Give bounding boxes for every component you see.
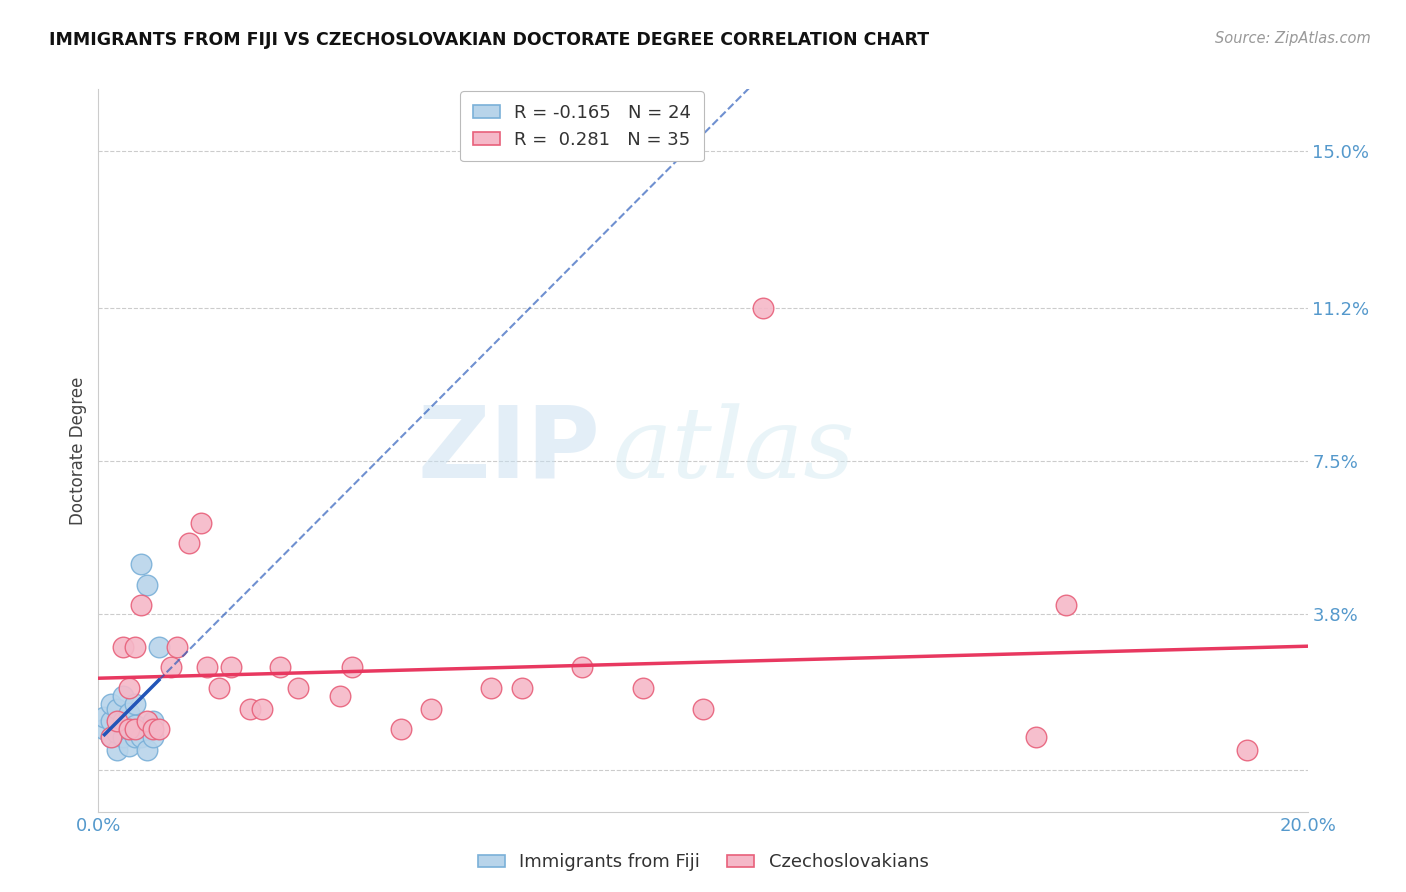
Point xyxy=(481,681,503,695)
Point xyxy=(111,689,134,703)
Point xyxy=(510,681,533,695)
Point xyxy=(124,718,146,732)
Point xyxy=(118,739,141,753)
Point xyxy=(250,701,273,715)
Point xyxy=(148,722,170,736)
Text: atlas: atlas xyxy=(613,403,855,498)
Point xyxy=(124,722,146,736)
Point xyxy=(752,301,775,315)
Point xyxy=(93,722,115,736)
Point xyxy=(118,722,141,736)
Point xyxy=(129,731,152,745)
Point xyxy=(124,640,146,654)
Point xyxy=(208,681,231,695)
Point xyxy=(135,714,157,728)
Point xyxy=(389,722,412,736)
Point xyxy=(118,706,141,720)
Point xyxy=(329,689,352,703)
Point xyxy=(1054,599,1077,613)
Point xyxy=(100,731,122,745)
Point xyxy=(111,714,134,728)
Point xyxy=(239,701,262,715)
Point xyxy=(135,743,157,757)
Point xyxy=(1024,731,1046,745)
Point xyxy=(269,660,291,674)
Point xyxy=(221,660,243,674)
Point xyxy=(142,714,165,728)
Point xyxy=(148,640,170,654)
Point xyxy=(142,731,165,745)
Point xyxy=(160,660,183,674)
Point xyxy=(631,681,654,695)
Point xyxy=(129,599,152,613)
Point xyxy=(190,516,212,530)
Point xyxy=(111,731,134,745)
Point xyxy=(142,722,165,736)
Point xyxy=(1236,743,1258,757)
Point xyxy=(135,577,157,591)
Point xyxy=(105,701,128,715)
Point xyxy=(105,726,128,740)
Point xyxy=(111,640,134,654)
Point xyxy=(179,536,201,550)
Point xyxy=(166,640,188,654)
Point xyxy=(124,698,146,712)
Text: IMMIGRANTS FROM FIJI VS CZECHOSLOVAKIAN DOCTORATE DEGREE CORRELATION CHART: IMMIGRANTS FROM FIJI VS CZECHOSLOVAKIAN … xyxy=(49,31,929,49)
Point xyxy=(100,698,122,712)
Point xyxy=(100,714,122,728)
Point xyxy=(129,557,152,571)
Point xyxy=(105,743,128,757)
Y-axis label: Doctorate Degree: Doctorate Degree xyxy=(69,376,87,524)
Point xyxy=(342,660,364,674)
Point xyxy=(692,701,714,715)
Point xyxy=(118,722,141,736)
Legend: Immigrants from Fiji, Czechoslovakians: Immigrants from Fiji, Czechoslovakians xyxy=(471,847,935,879)
Legend: R = -0.165   N = 24, R =  0.281   N = 35: R = -0.165 N = 24, R = 0.281 N = 35 xyxy=(460,91,704,161)
Point xyxy=(195,660,218,674)
Text: ZIP: ZIP xyxy=(418,402,600,499)
Point xyxy=(100,731,122,745)
Point xyxy=(105,714,128,728)
Point xyxy=(287,681,309,695)
Point xyxy=(571,660,593,674)
Point xyxy=(118,681,141,695)
Point xyxy=(124,731,146,745)
Text: Source: ZipAtlas.com: Source: ZipAtlas.com xyxy=(1215,31,1371,46)
Point xyxy=(420,701,443,715)
Point xyxy=(93,710,115,724)
